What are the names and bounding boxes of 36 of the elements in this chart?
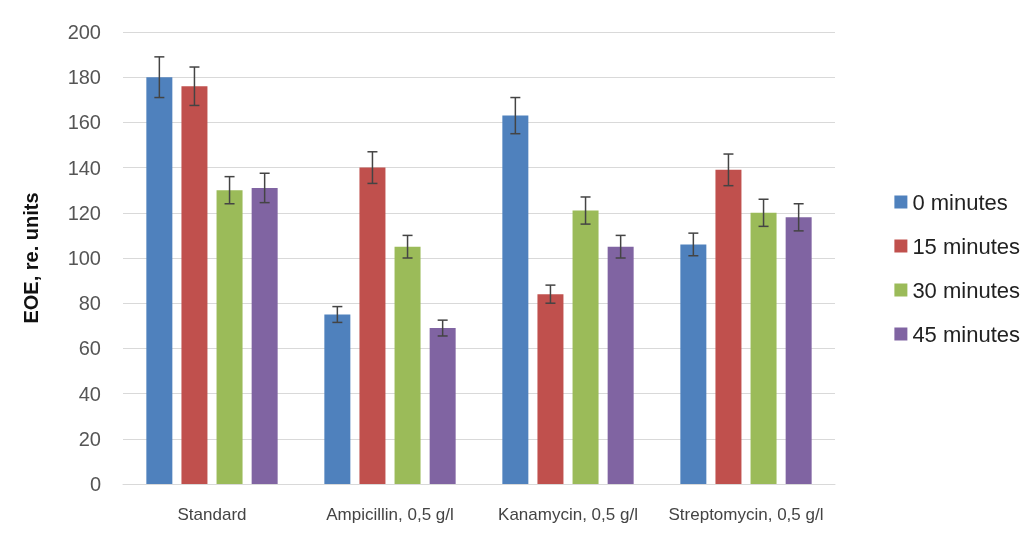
y-tick-label: 60: [78, 337, 101, 360]
legend-label: 15 minutes: [912, 233, 1021, 259]
bar: [785, 217, 812, 484]
legend-label: 30 minutes: [912, 277, 1021, 303]
bar: [537, 294, 564, 484]
legend-label: 0 minutes: [912, 189, 1008, 215]
x-tick-label: Standard: [177, 505, 247, 524]
y-tick-label: 140: [67, 156, 101, 179]
y-tick-label: 0: [89, 473, 101, 495]
bar: [216, 190, 243, 484]
y-tick-label: 40: [78, 382, 101, 405]
y-tick-label: 80: [78, 292, 101, 315]
x-tick-label: Kanamycin, 0,5 g/l: [498, 505, 638, 524]
bar: [359, 167, 386, 484]
bar: [715, 169, 742, 484]
y-tick-label: 160: [67, 111, 101, 134]
y-tick-label: 200: [67, 21, 101, 43]
x-tick-label: Streptomycin, 0,5 g/l: [668, 505, 824, 524]
legend-label: 45 minutes: [912, 321, 1021, 347]
bar: [750, 212, 777, 484]
y-tick-label: 120: [67, 201, 101, 224]
y-tick-label: 180: [67, 66, 101, 89]
bar: [146, 77, 173, 484]
bar: [251, 187, 278, 484]
x-tick-label: Ampicillin, 0,5 g/l: [326, 505, 454, 524]
y-tick-label: 20: [78, 427, 101, 450]
bar: [572, 210, 599, 484]
bar: [502, 115, 529, 484]
y-tick-label: 100: [67, 247, 101, 269]
y-axis-title: EOE, re. units: [20, 192, 42, 324]
bar: [394, 246, 421, 484]
bar: [181, 86, 208, 484]
bar: [607, 246, 634, 484]
bar: [324, 314, 351, 484]
bar: [429, 328, 456, 484]
bar: [680, 244, 707, 484]
